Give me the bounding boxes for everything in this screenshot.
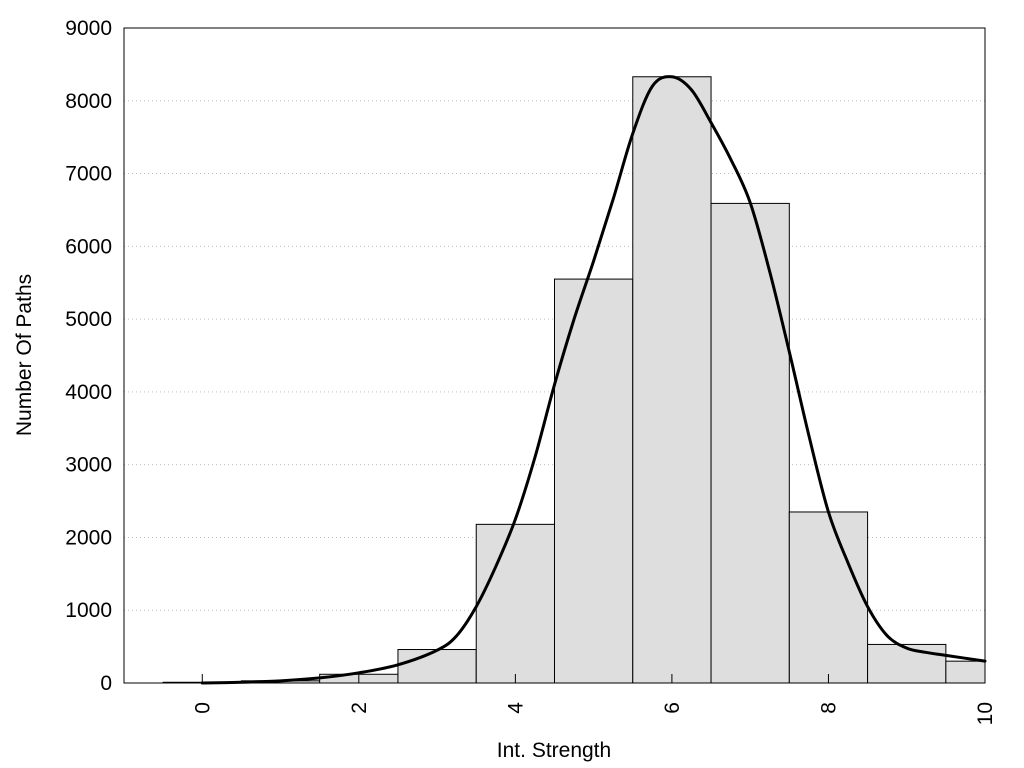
histogram-bar	[475, 523, 555, 684]
y-tick-label: 0	[100, 672, 112, 695]
y-tick-label: 2000	[65, 526, 112, 549]
y-tick-label: 9000	[65, 17, 112, 40]
x-tick-label: 4	[504, 702, 527, 714]
y-tick-label: 4000	[65, 381, 112, 404]
histogram-bar	[945, 660, 986, 684]
histogram-bar	[867, 643, 947, 684]
x-tick-label: 10	[974, 702, 997, 725]
y-tick-label: 6000	[65, 235, 112, 258]
plot-frame	[123, 27, 986, 684]
histogram-bar	[710, 202, 790, 684]
histogram-bar	[554, 278, 634, 684]
y-axis-title: Number Of Paths	[13, 274, 36, 436]
x-tick-label: 2	[348, 702, 371, 714]
histogram-bar	[397, 649, 477, 684]
x-axis-ticks: 0 2 4 6 8 10	[191, 674, 997, 725]
y-tick-label: 8000	[65, 90, 112, 113]
density-curve	[200, 75, 987, 685]
y-tick-label: 1000	[65, 599, 112, 622]
x-tick-label: 8	[817, 702, 840, 714]
x-axis-title: Int. Strength	[497, 739, 611, 762]
histogram-bar	[788, 511, 869, 684]
y-axis-ticks: 0 1000 2000 3000 4000 5000 6000 7000 8000 9000	[65, 17, 112, 695]
y-tick-label: 3000	[65, 454, 112, 477]
x-tick-label: 0	[191, 702, 214, 714]
y-tick-label: 7000	[65, 163, 112, 186]
histogram-bar	[632, 76, 712, 684]
y-tick-label: 5000	[65, 308, 112, 331]
bars	[162, 76, 986, 684]
x-tick-label: 6	[661, 702, 684, 714]
